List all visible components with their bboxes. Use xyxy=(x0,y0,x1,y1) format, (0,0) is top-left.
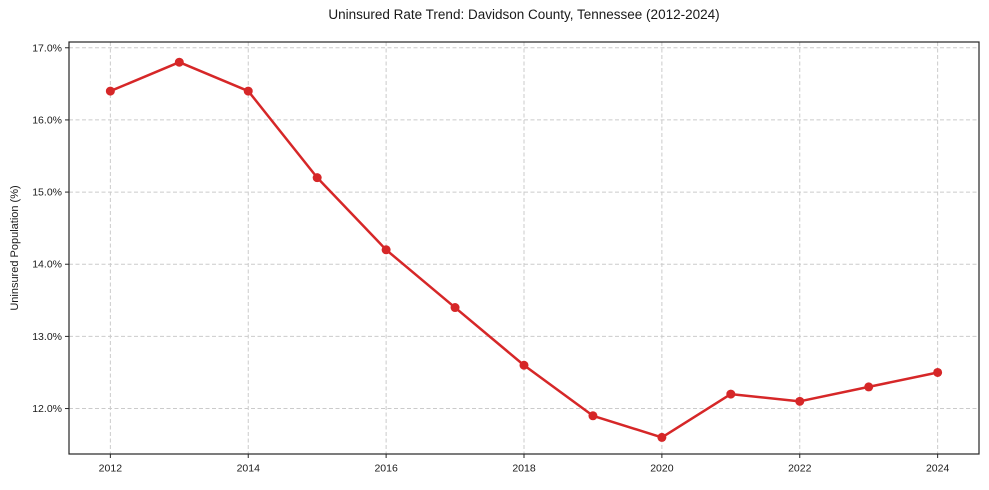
plot-frame xyxy=(68,41,980,455)
data-point-2016 xyxy=(381,245,391,255)
y-tick-label: 16.0% xyxy=(32,114,62,126)
y-tick-label: 14.0% xyxy=(32,259,62,271)
y-tick-label: 13.0% xyxy=(32,331,62,343)
data-point-2012 xyxy=(105,86,115,96)
data-point-2017 xyxy=(450,303,460,313)
data-point-2013 xyxy=(174,57,184,67)
data-point-2020 xyxy=(657,432,667,442)
x-tick-label: 2022 xyxy=(788,463,812,475)
x-tick-label: 2018 xyxy=(512,463,536,475)
y-tick-label: 15.0% xyxy=(32,187,62,199)
data-point-2019 xyxy=(588,411,598,421)
data-point-2014 xyxy=(243,86,253,96)
data-point-2018 xyxy=(519,360,529,370)
y-tick-label: 12.0% xyxy=(32,403,62,415)
x-tick-label: 2020 xyxy=(650,463,674,475)
data-point-2023 xyxy=(864,382,874,392)
x-tick-label: 2012 xyxy=(99,463,123,475)
chart-title: Uninsured Rate Trend: Davidson County, T… xyxy=(328,7,720,22)
data-point-2021 xyxy=(726,389,736,399)
x-tick-label: 2016 xyxy=(374,463,398,475)
data-point-2024 xyxy=(933,367,943,377)
y-tick-label: 17.0% xyxy=(32,42,62,54)
data-point-2022 xyxy=(795,396,805,406)
data-point-2015 xyxy=(312,173,322,183)
x-tick-label: 2024 xyxy=(926,463,950,475)
x-tick-label: 2014 xyxy=(237,463,261,475)
